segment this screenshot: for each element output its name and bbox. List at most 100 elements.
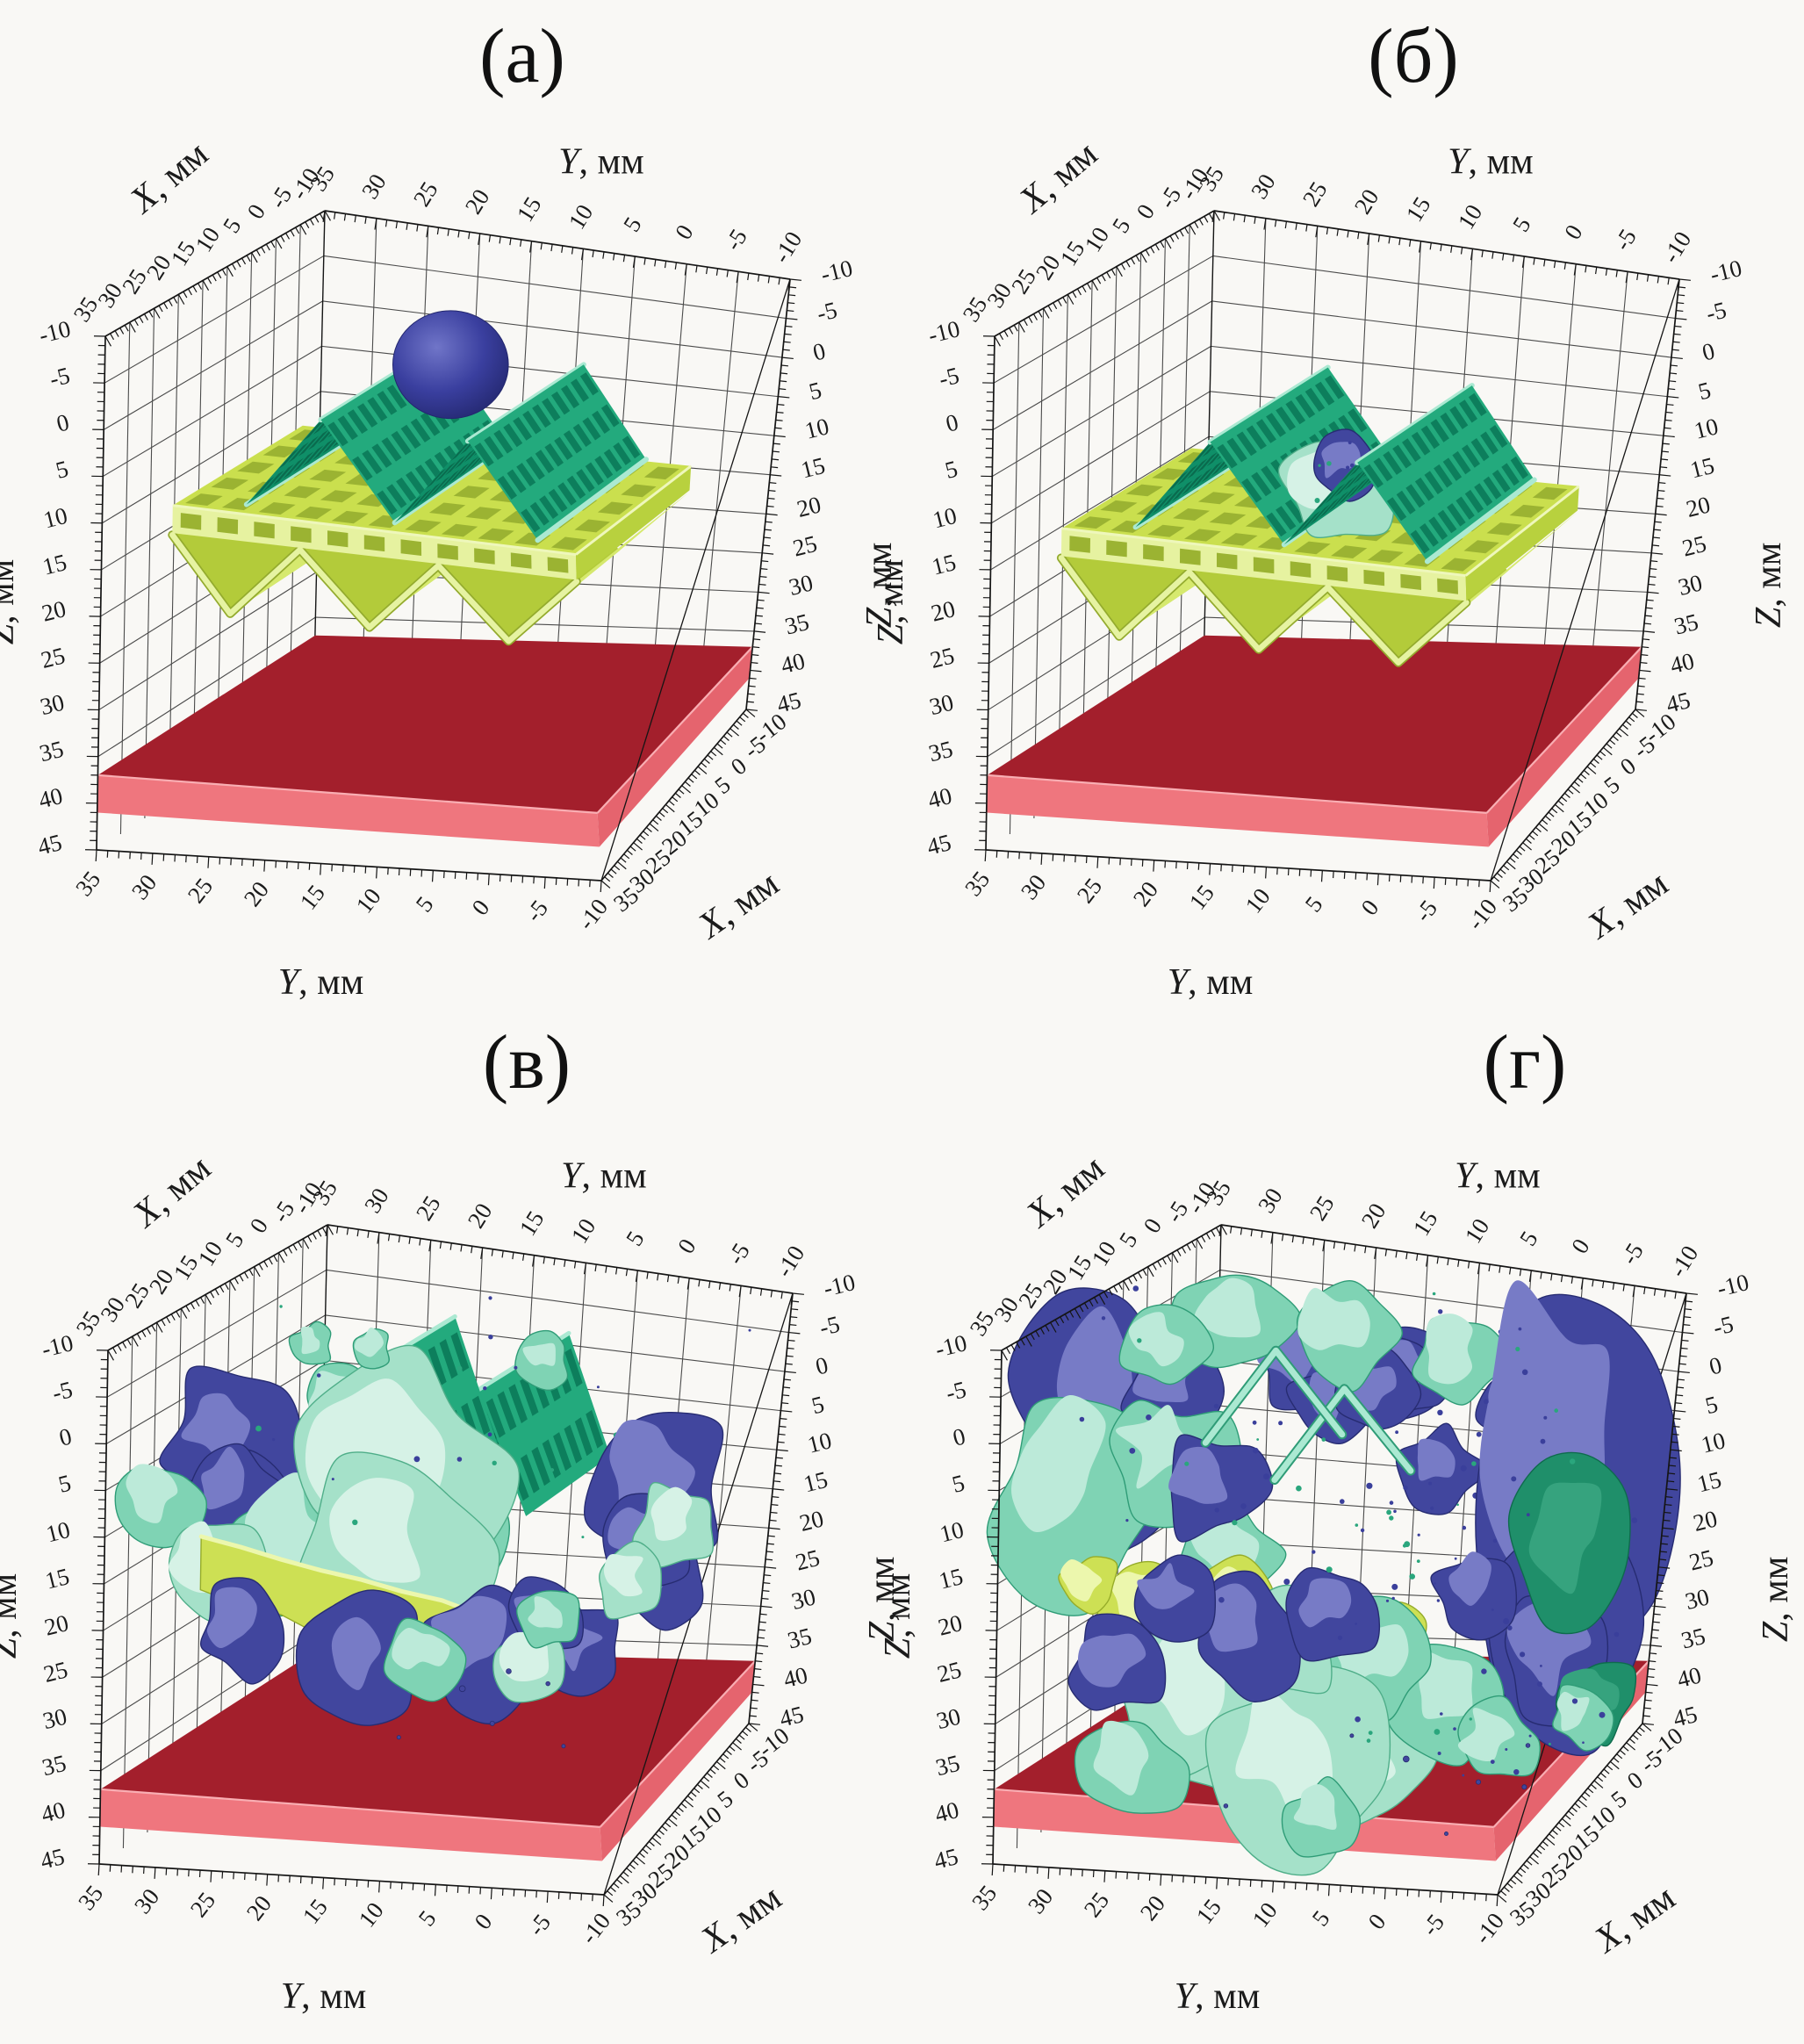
tick-label: -10: [1707, 255, 1744, 288]
axis-title: Y, мм: [561, 1155, 647, 1196]
tick-label: -5: [523, 1909, 556, 1940]
axis-title: Z, мм: [862, 1557, 902, 1643]
tick-label: 40: [932, 1796, 961, 1828]
tick-label: 5: [55, 1470, 73, 1498]
axis-title: X, мм: [1017, 1148, 1112, 1236]
tick-label: 30: [1253, 1184, 1288, 1218]
tick-label: 0: [1362, 1909, 1391, 1934]
tick-label: -10: [771, 1241, 810, 1281]
corrugated-sheet: [243, 310, 650, 543]
tick-label: 5: [1307, 1905, 1335, 1931]
tick-label: 15: [514, 1206, 550, 1241]
tick-label: 35: [1671, 608, 1700, 640]
tick-label: 15: [929, 549, 958, 580]
debris-blob: [514, 1329, 569, 1392]
tick-label: 25: [185, 1887, 220, 1922]
tick-label: 20: [1691, 1505, 1720, 1537]
tick-label: 30: [126, 869, 162, 904]
tick-label: 15: [1191, 1894, 1226, 1929]
tick-label: 0: [810, 337, 828, 365]
truss-remnant: [1200, 1345, 1348, 1448]
tick-label: 0: [242, 199, 271, 223]
tick-label: 25: [793, 1544, 822, 1576]
axis-title: Y, мм: [1175, 1976, 1261, 2017]
tick-label: 0: [726, 752, 751, 781]
tick-label: 0: [670, 220, 699, 244]
plot-3d-panel-a: 35 30 25 20 15 10 5 0 -5 -10Y, мм-10-505101520253…: [0, 133, 900, 1003]
tick-label: 30: [40, 1703, 69, 1735]
axis-title: Y, мм: [281, 1976, 367, 2017]
axis-title: Y, мм: [278, 962, 364, 1003]
tick-label: 40: [925, 782, 954, 814]
tick-label: 10: [40, 502, 69, 534]
tick-label: 0: [813, 1351, 830, 1379]
debris-blob: [515, 1590, 580, 1649]
tick-label: 30: [359, 1184, 394, 1218]
tick-label: 5: [806, 377, 823, 405]
tick-label: 10: [805, 1427, 834, 1458]
debris-blob: [1074, 1720, 1190, 1814]
tick-label: 40: [36, 782, 65, 814]
tick-label: 5: [949, 1470, 967, 1498]
debris-blob: [1067, 1613, 1167, 1711]
tick-label: 40: [780, 1661, 809, 1693]
axis-title: Z, мм: [859, 543, 900, 629]
tick-label: 30: [934, 1703, 963, 1735]
substrate-slab: [986, 635, 1643, 847]
tick-label: 5: [1514, 1227, 1543, 1250]
tick-label: 25: [183, 873, 218, 908]
tick-label: 10: [1453, 200, 1488, 234]
tick-label: 20: [1356, 1198, 1391, 1233]
tick-label: 20: [794, 491, 823, 522]
axis-title: X, мм: [1586, 1877, 1683, 1961]
droplets: [1223, 1733, 1531, 1837]
tick-label: 15: [512, 192, 547, 227]
panel-caption: (г): [1483, 1020, 1567, 1105]
tick-label: 20: [929, 595, 958, 627]
debris-blob: [1281, 1775, 1361, 1858]
tick-label: 0: [56, 1422, 74, 1450]
tick-label: 20: [797, 1505, 826, 1537]
tick-label: 40: [39, 1796, 68, 1828]
tick-label: 15: [295, 880, 330, 915]
tick-label: 25: [408, 177, 443, 212]
truss-remnant: [1269, 1384, 1416, 1485]
debris-blob: [1168, 1434, 1274, 1543]
tick-label: 0: [245, 1213, 274, 1237]
tick-label: -10: [768, 227, 808, 267]
tick-label: 20: [40, 595, 68, 627]
debris-blob: [1197, 1570, 1301, 1702]
tick-label: 25: [1679, 530, 1708, 562]
tick-label: 20: [42, 1609, 71, 1641]
tick-label: -5: [521, 895, 553, 926]
tick-label: 40: [778, 647, 807, 679]
tick-label: 10: [354, 1897, 389, 1932]
tick-label: 5: [621, 1227, 650, 1250]
tick-label: 20: [1684, 491, 1713, 522]
tick-label: 20: [1128, 876, 1163, 911]
tick-label: 0: [1700, 337, 1717, 365]
tick-label: 30: [927, 689, 956, 721]
debris-blob: [1507, 1451, 1631, 1635]
tick-label: 25: [1297, 177, 1333, 212]
lattice-plate: [1056, 448, 1580, 667]
tick-label: 35: [40, 1750, 68, 1781]
tick-label: 15: [801, 1466, 830, 1498]
debris-blob: [1296, 1280, 1404, 1393]
tick-label: -10: [818, 255, 855, 288]
axis-title: X, мм: [693, 1877, 789, 1961]
tick-label: -10: [821, 1269, 858, 1302]
tick-label: 0: [1566, 1234, 1595, 1258]
tick-label: -5: [47, 362, 72, 392]
tick-label: 25: [1304, 1191, 1340, 1226]
tick-label: 15: [298, 1894, 333, 1929]
tick-label: -5: [719, 224, 751, 255]
tick-label: 5: [1107, 213, 1136, 237]
tick-label: 0: [1132, 199, 1161, 223]
tick-label: 0: [943, 408, 960, 436]
tick-label: 30: [789, 1583, 818, 1615]
tick-label: 5: [218, 213, 247, 237]
tick-label: -5: [1608, 224, 1641, 255]
debris-blob: [1118, 1304, 1214, 1385]
